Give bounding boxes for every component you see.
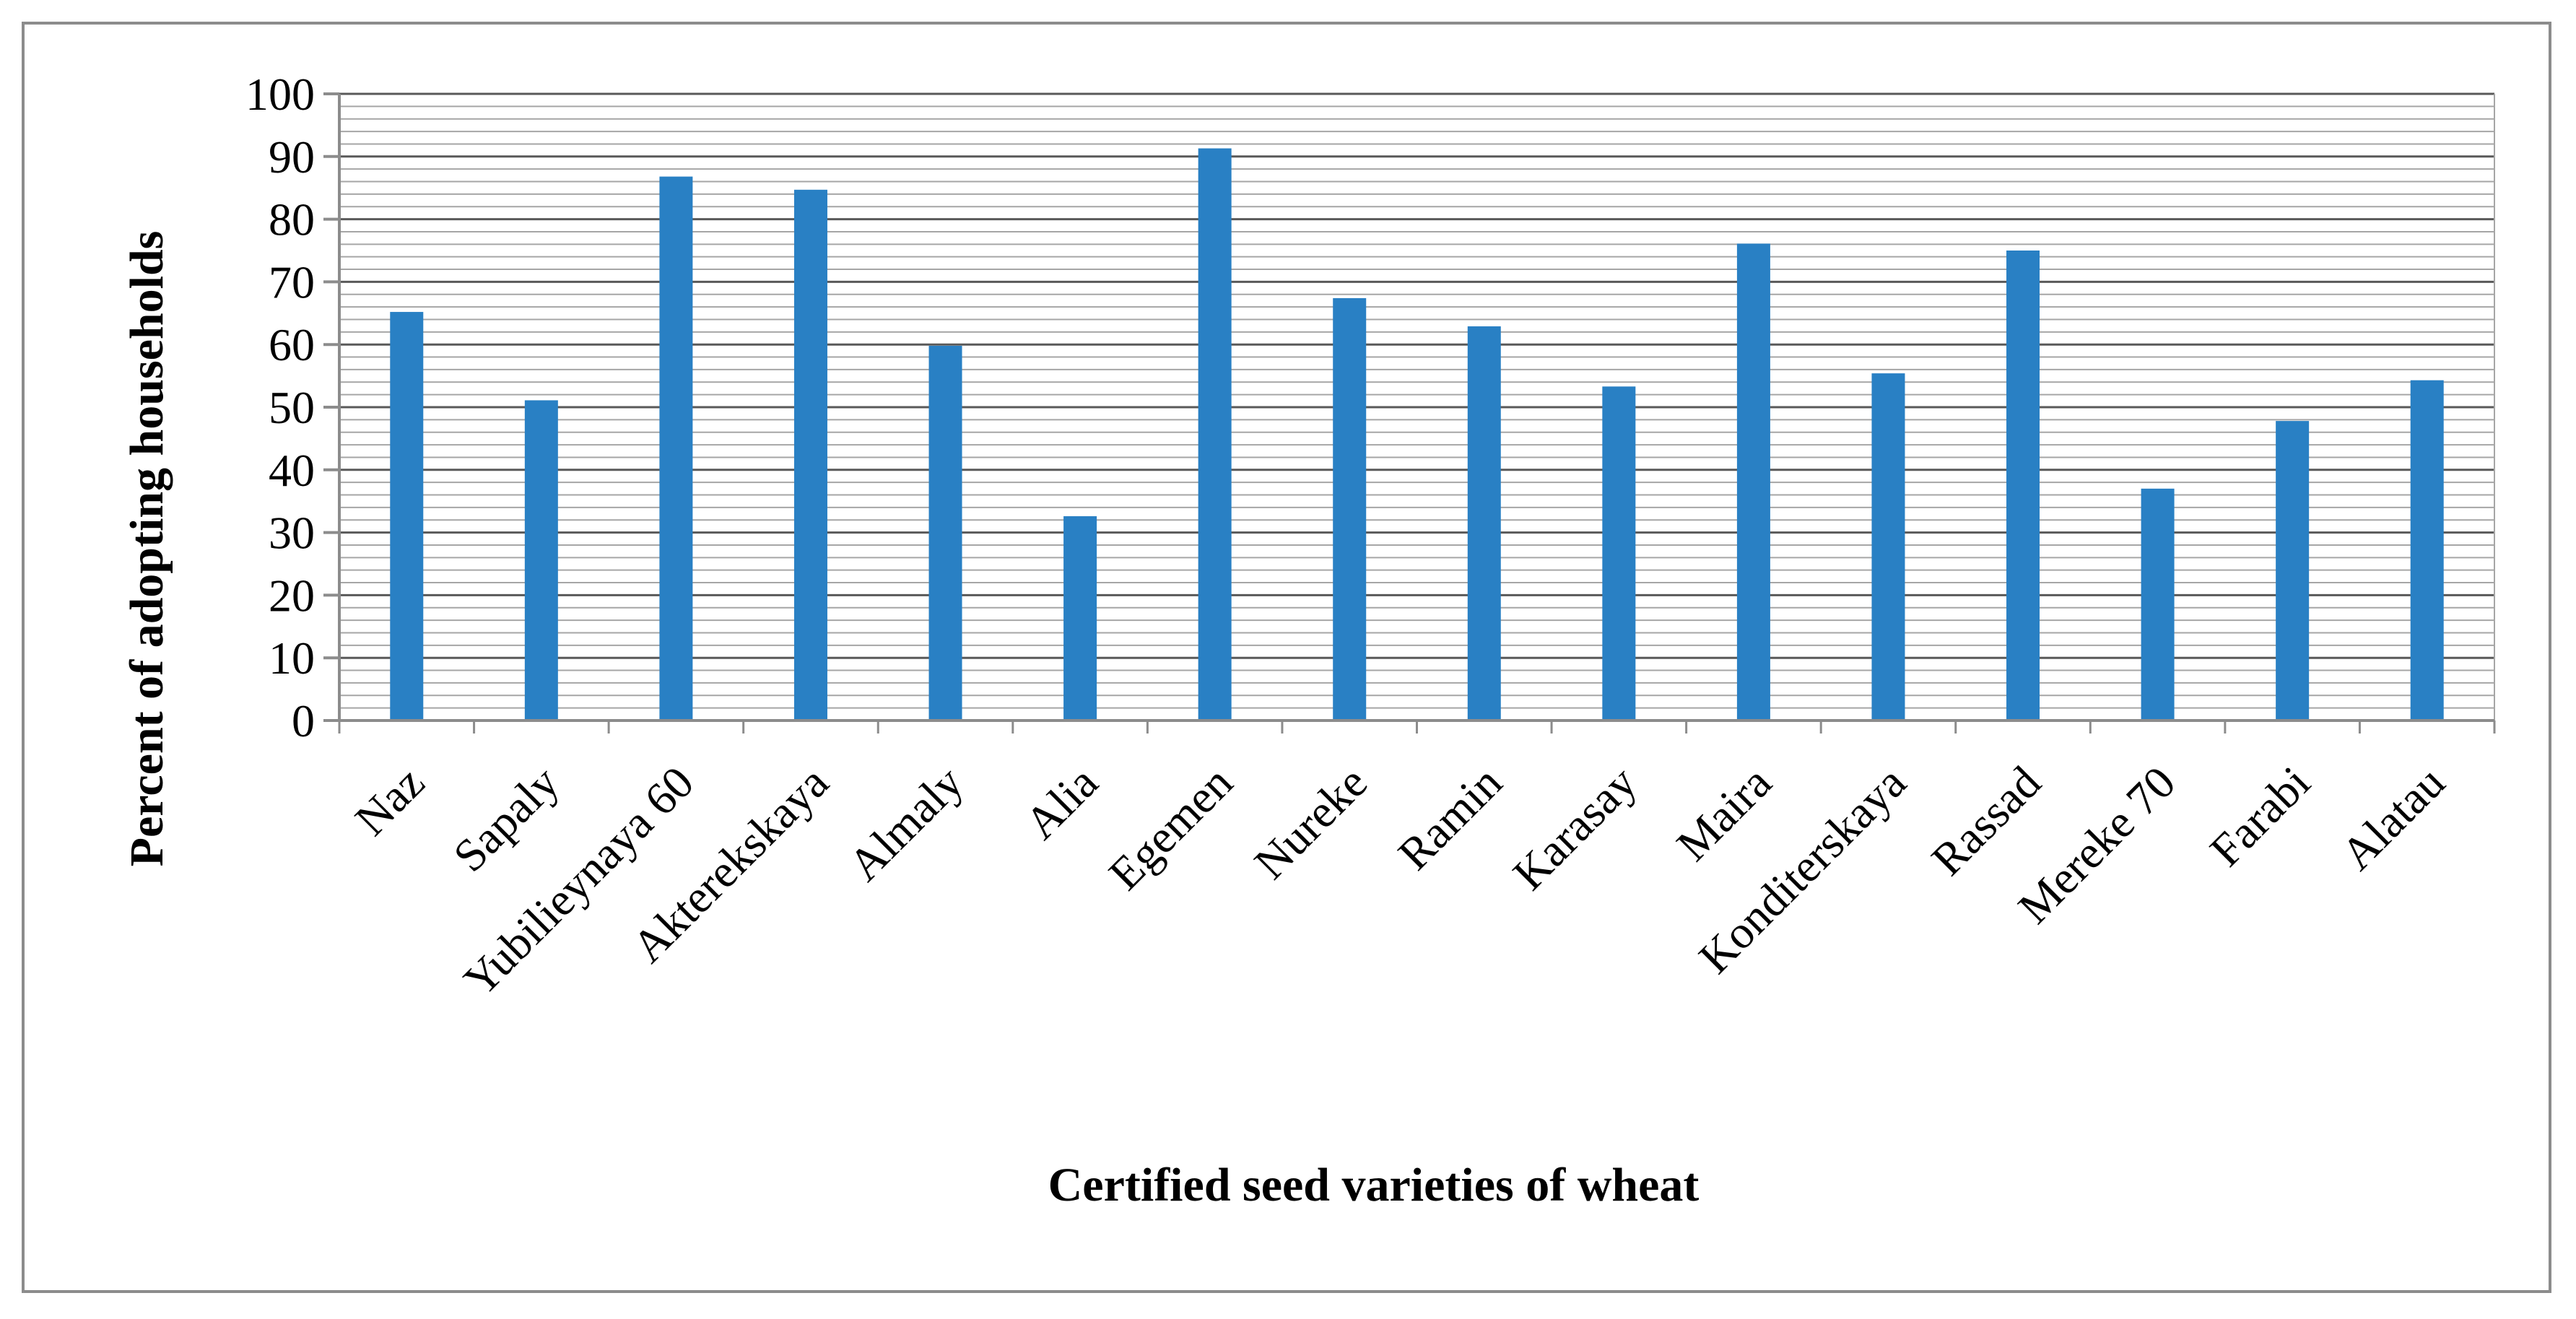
bar-rassad bbox=[2006, 251, 2040, 721]
y-tick-label: 30 bbox=[269, 508, 315, 559]
bar-sapaly bbox=[524, 400, 558, 721]
y-tick-label: 90 bbox=[269, 131, 315, 183]
x-axis-title: Certified seed varieties of wheat bbox=[1048, 1159, 1700, 1211]
y-tick-label: 70 bbox=[269, 256, 315, 308]
bar-egemen bbox=[1198, 148, 1232, 721]
bar-farabi bbox=[2276, 421, 2310, 721]
x-tick-label: Farabi bbox=[2200, 757, 2320, 876]
x-tick-label: Nureke bbox=[1245, 757, 1377, 889]
bar-maira bbox=[1736, 243, 1770, 721]
x-tick-label: Karasay bbox=[1503, 757, 1646, 900]
x-tick-label: Egemen bbox=[1099, 757, 1242, 900]
y-tick-labels: 0 10 20 30 40 50 60 70 80 90 100 bbox=[245, 69, 339, 746]
bar-alatau bbox=[2410, 380, 2444, 721]
y-tick-label: 0 bbox=[292, 695, 315, 746]
bar-karasay bbox=[1602, 386, 1636, 721]
chart-frame bbox=[22, 22, 2551, 1293]
bar-ramin bbox=[1467, 326, 1501, 721]
x-tick-label: Ramin bbox=[1388, 757, 1512, 880]
bar-naz bbox=[390, 312, 424, 721]
y-axis-title: Percent of adopting households bbox=[121, 231, 173, 867]
bar-almaly bbox=[928, 345, 962, 721]
y-tick-label: 40 bbox=[269, 445, 315, 496]
bar-konditerskaya bbox=[1871, 373, 1905, 721]
bar-alia bbox=[1063, 516, 1097, 721]
bar-yubilieynaya-60 bbox=[659, 176, 693, 721]
y-tick-label: 20 bbox=[269, 570, 315, 621]
y-tick-label: 10 bbox=[269, 632, 315, 684]
bar-akterekskaya bbox=[793, 189, 827, 721]
bar-nureke bbox=[1333, 297, 1367, 721]
y-tick-label: 50 bbox=[269, 382, 315, 433]
y-tick-label: 80 bbox=[269, 194, 315, 245]
x-tick-label: Sapaly bbox=[443, 757, 568, 881]
x-tick-label: Maira bbox=[1667, 757, 1781, 871]
x-tick-label: Alatau bbox=[2331, 757, 2455, 880]
bars bbox=[390, 148, 2444, 721]
x-tick-label: Alia bbox=[1015, 757, 1108, 849]
x-tick-label: Rassad bbox=[1922, 757, 2050, 885]
y-tick-label: 100 bbox=[245, 69, 315, 120]
y-tick-label: 60 bbox=[269, 319, 315, 370]
x-tick-label: Almaly bbox=[838, 757, 972, 891]
x-tick-label: Naz bbox=[345, 757, 434, 845]
gridlines bbox=[339, 92, 2495, 722]
bar-mereke-70 bbox=[2141, 488, 2175, 721]
x-tick-label: Yubilieynaya 60 bbox=[454, 757, 704, 1006]
